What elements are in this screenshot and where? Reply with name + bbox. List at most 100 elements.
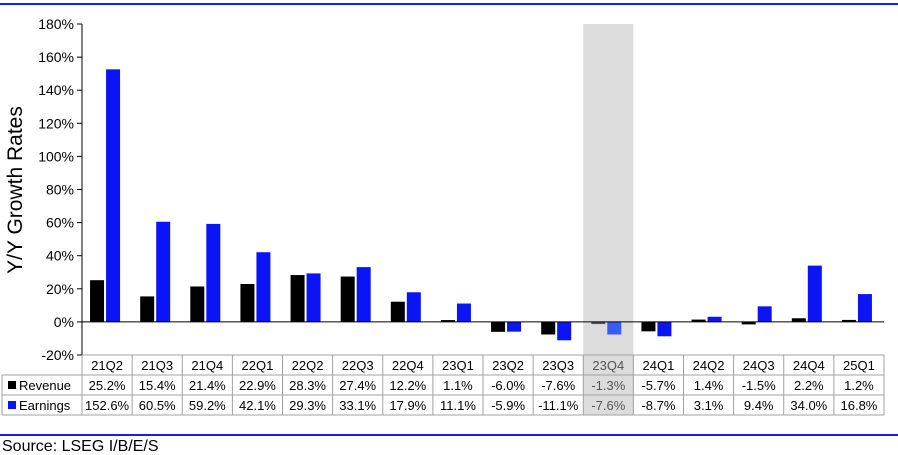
data-label-earnings-22Q2: 29.3%: [289, 398, 326, 413]
category-label-22Q1: 22Q1: [242, 358, 274, 373]
data-label-revenue-24Q1: -5.7%: [641, 378, 675, 393]
legend-label-earnings: Earnings: [19, 398, 71, 413]
category-label-22Q2: 22Q2: [292, 358, 324, 373]
y-tick-label: 0%: [54, 314, 74, 330]
y-tick-label: 40%: [46, 248, 74, 264]
bar-revenue-23Q1: [440, 320, 455, 322]
bar-earnings-25Q1: [857, 294, 872, 322]
data-label-earnings-23Q4: -7.6%: [591, 398, 625, 413]
data-label-earnings-23Q2: -5.9%: [491, 398, 525, 413]
bar-revenue-24Q1: [641, 321, 656, 332]
bar-revenue-21Q2: [90, 280, 105, 322]
data-label-revenue-24Q3: -1.5%: [742, 378, 776, 393]
category-label-21Q3: 21Q3: [141, 358, 173, 373]
bar-earnings-24Q3: [757, 306, 772, 322]
bar-revenue-21Q4: [190, 286, 205, 322]
legend-key-earnings: [8, 401, 16, 409]
y-tick-label: 80%: [46, 182, 74, 198]
bar-earnings-24Q4: [807, 265, 822, 322]
category-label-23Q4: 23Q4: [592, 358, 624, 373]
source-note: Source: LSEG I/B/E/S: [2, 438, 159, 455]
bar-earnings-21Q4: [206, 223, 221, 322]
category-label-24Q3: 24Q3: [743, 358, 775, 373]
data-label-revenue-23Q1: 1.1%: [443, 378, 473, 393]
data-label-earnings-24Q4: 34.0%: [790, 398, 827, 413]
data-label-revenue-22Q3: 27.4%: [339, 378, 376, 393]
data-label-earnings-22Q4: 17.9%: [389, 398, 426, 413]
data-label-earnings-23Q1: 11.1%: [440, 398, 476, 413]
y-tick-label: 20%: [46, 281, 74, 297]
bar-earnings-23Q2: [507, 321, 522, 332]
data-label-earnings-24Q2: 3.1%: [694, 398, 724, 413]
bar-revenue-22Q2: [290, 275, 305, 322]
category-label-22Q3: 22Q3: [342, 358, 374, 373]
y-axis-title: Y/Y Growth Rates: [4, 106, 27, 274]
bar-earnings-22Q1: [256, 252, 271, 322]
bar-revenue-22Q4: [390, 301, 405, 322]
data-label-revenue-23Q2: -6.0%: [491, 378, 525, 393]
top-border: [0, 3, 898, 5]
y-tick-label: 120%: [38, 115, 74, 131]
data-label-revenue-22Q2: 28.3%: [289, 378, 326, 393]
bar-earnings-23Q4: [607, 321, 622, 335]
data-label-earnings-24Q1: -8.7%: [641, 398, 675, 413]
data-label-earnings-22Q3: 33.1%: [339, 398, 376, 413]
y-tick-label: 60%: [46, 215, 74, 231]
data-label-revenue-23Q4: -1.3%: [591, 378, 625, 393]
category-label-24Q4: 24Q4: [793, 358, 825, 373]
data-label-revenue-21Q4: 21.4%: [189, 378, 226, 393]
data-label-earnings-21Q3: 60.5%: [139, 398, 176, 413]
category-label-25Q1: 25Q1: [843, 358, 875, 373]
category-label-23Q3: 23Q3: [542, 358, 574, 373]
data-label-revenue-22Q1: 22.9%: [239, 378, 276, 393]
data-label-revenue-23Q3: -7.6%: [541, 378, 575, 393]
data-label-revenue-21Q3: 15.4%: [139, 378, 176, 393]
category-label-24Q2: 24Q2: [693, 358, 725, 373]
bar-revenue-24Q4: [791, 318, 806, 322]
bar-revenue-21Q3: [140, 296, 155, 322]
bar-earnings-21Q3: [156, 221, 171, 322]
data-label-earnings-21Q2: 152.6%: [85, 398, 130, 413]
bar-revenue-25Q1: [841, 319, 856, 322]
legend-key-revenue: [8, 381, 16, 389]
bar-earnings-22Q3: [356, 267, 371, 322]
category-label-23Q1: 23Q1: [442, 358, 474, 373]
data-label-earnings-22Q1: 42.1%: [239, 398, 276, 413]
bar-earnings-23Q1: [456, 303, 471, 322]
y-tick-label: 180%: [38, 16, 74, 32]
y-tick-label: 160%: [38, 49, 74, 65]
category-label-23Q2: 23Q2: [492, 358, 524, 373]
bar-earnings-23Q3: [557, 321, 572, 341]
category-label-21Q2: 21Q2: [91, 358, 123, 373]
data-label-earnings-21Q4: 59.2%: [189, 398, 226, 413]
bar-earnings-21Q2: [106, 69, 121, 322]
growth-rates-chart: Y/Y Growth Rates -20% 0% 20% 40% 60% 80% 100% 1…: [1, 16, 885, 416]
bottom-border: [0, 434, 898, 436]
y-tick-label: 140%: [38, 82, 74, 98]
bar-revenue-22Q1: [240, 284, 255, 322]
bar-revenue-23Q2: [491, 321, 506, 332]
category-label-21Q4: 21Q4: [191, 358, 223, 373]
category-label-22Q4: 22Q4: [392, 358, 424, 373]
bar-revenue-23Q4: [591, 321, 606, 325]
legend-label-revenue: Revenue: [19, 378, 71, 393]
data-label-revenue-24Q2: 1.4%: [694, 378, 724, 393]
data-label-revenue-22Q4: 12.2%: [389, 378, 426, 393]
data-label-revenue-24Q4: 2.2%: [794, 378, 824, 393]
data-label-earnings-24Q3: 9.4%: [744, 398, 774, 413]
bar-earnings-22Q2: [306, 273, 321, 322]
bar-earnings-24Q2: [707, 316, 722, 322]
y-tick-label: 100%: [38, 148, 74, 164]
y-tick-label: -20%: [41, 347, 74, 363]
data-label-earnings-25Q1: 16.8%: [841, 398, 878, 413]
bar-earnings-22Q4: [406, 292, 421, 322]
bar-earnings-24Q1: [657, 321, 672, 337]
data-label-earnings-23Q3: -11.1%: [538, 398, 579, 413]
data-label-revenue-25Q1: 1.2%: [844, 378, 874, 393]
bar-revenue-24Q3: [741, 321, 756, 325]
bar-revenue-22Q3: [340, 276, 355, 322]
category-label-24Q1: 24Q1: [643, 358, 675, 373]
bar-revenue-23Q3: [541, 321, 556, 335]
bar-revenue-24Q2: [691, 319, 706, 322]
highlight-band-23Q4: [583, 24, 634, 415]
